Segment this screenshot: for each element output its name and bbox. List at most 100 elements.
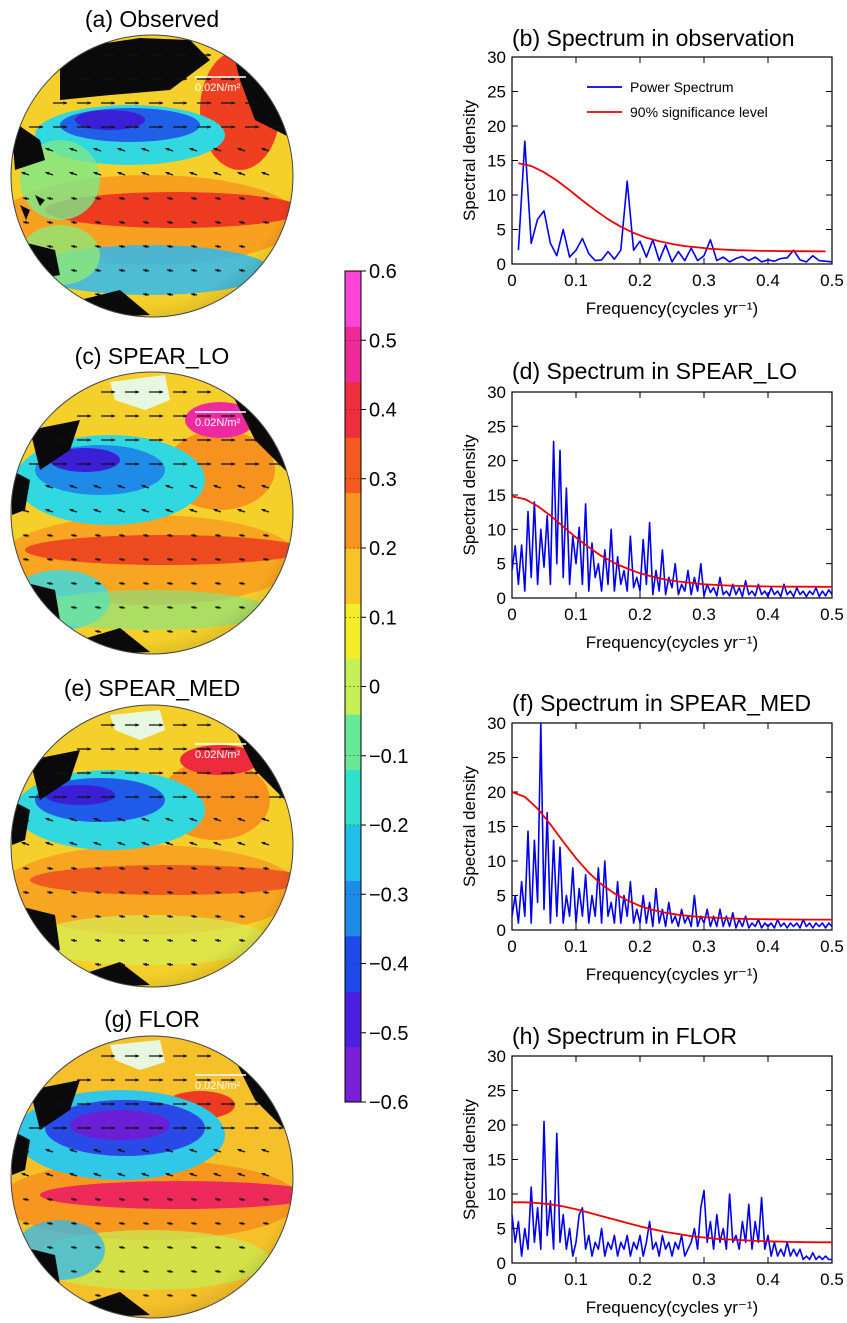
wind-arrow-head bbox=[239, 244, 243, 249]
wind-arrow-head bbox=[231, 438, 235, 442]
reference-arrow-label: 0.02N/m² bbox=[195, 417, 241, 429]
wind-arrow-head bbox=[111, 77, 115, 81]
wind-arrow-head bbox=[143, 605, 147, 610]
wind-arrow-head bbox=[239, 605, 243, 610]
y-tick-label: 15 bbox=[487, 152, 506, 171]
wind-arrow-head bbox=[263, 890, 267, 895]
wind-arrow-head bbox=[159, 771, 163, 775]
wind-arrow-head bbox=[95, 629, 99, 634]
wind-arrow-head bbox=[45, 508, 50, 513]
map-observed: (a) Observed bbox=[10, 6, 294, 318]
wind-arrow-head bbox=[141, 817, 146, 822]
wind-arrow-head bbox=[69, 508, 74, 513]
wind-arrow-head bbox=[143, 1197, 147, 1202]
wind-arrow-head bbox=[23, 557, 27, 562]
wind-arrow-head bbox=[191, 914, 195, 919]
wind-arrow-head bbox=[261, 841, 266, 846]
wind-arrow-head bbox=[143, 1221, 147, 1226]
wind-arrow-head bbox=[191, 557, 195, 562]
wind-arrow-head bbox=[263, 533, 267, 538]
wind-arrow-head bbox=[165, 484, 170, 489]
wind-arrow-head bbox=[215, 890, 219, 895]
x-tick-label: 0.5 bbox=[820, 605, 844, 624]
wind-arrow-head bbox=[63, 438, 67, 442]
wind-arrow-head bbox=[93, 508, 98, 513]
wind-arrow-head bbox=[159, 1078, 163, 1082]
wind-arrow-head bbox=[47, 244, 51, 249]
wind-arrow-head bbox=[93, 147, 98, 152]
wind-arrow-head bbox=[95, 605, 99, 610]
wind-arrow-head bbox=[119, 629, 123, 634]
wind-arrow-head bbox=[167, 962, 171, 967]
y-tick-label: 0 bbox=[497, 589, 506, 608]
colorbar-tick-label: 0.2 bbox=[369, 538, 397, 560]
wind-arrow-head bbox=[165, 508, 170, 513]
wind-arrow-head bbox=[159, 462, 163, 466]
wind-arrow-head bbox=[93, 1148, 98, 1153]
colorbar-swatch bbox=[345, 492, 361, 549]
wind-arrow-head bbox=[143, 292, 147, 297]
wind-arrow-head bbox=[119, 890, 123, 895]
wind-arrow-head bbox=[135, 390, 139, 394]
wind-arrow-head bbox=[95, 1197, 99, 1202]
wind-arrow-head bbox=[191, 1245, 195, 1250]
wind-arrow-head bbox=[95, 1221, 99, 1226]
wind-arrow-head bbox=[159, 1102, 163, 1106]
wind-arrow-head bbox=[215, 244, 219, 249]
wind-arrow-head bbox=[213, 1172, 218, 1177]
wind-arrow-head bbox=[167, 866, 171, 871]
wind-arrow-head bbox=[237, 147, 242, 152]
wind-arrow-head bbox=[231, 462, 235, 466]
wind-arrow-head bbox=[87, 771, 91, 775]
wind-arrow-head bbox=[167, 292, 171, 297]
legend-entry: 90% significance level bbox=[630, 104, 768, 120]
wind-arrow-head bbox=[143, 268, 147, 273]
wind-arrow-head bbox=[239, 1197, 243, 1202]
colorbar-swatch bbox=[345, 326, 361, 383]
y-tick-label: 30 bbox=[487, 383, 506, 402]
wind-arrow-head bbox=[135, 414, 139, 418]
wind-arrow-head bbox=[159, 723, 163, 727]
x-tick-label: 0.1 bbox=[564, 1270, 588, 1289]
map-title: (e) SPEAR_MED bbox=[64, 675, 240, 701]
wind-arrow-head bbox=[159, 747, 163, 751]
wind-arrow-head bbox=[263, 1221, 267, 1226]
wind-arrow-head bbox=[63, 125, 67, 129]
wind-arrow-head bbox=[231, 77, 235, 81]
wind-arrow-head bbox=[71, 533, 75, 538]
plot-area bbox=[511, 722, 833, 931]
wind-arrow-head bbox=[165, 817, 170, 822]
wind-arrow-head bbox=[71, 938, 75, 943]
wind-arrow-head bbox=[135, 771, 139, 775]
wind-arrow-head bbox=[191, 962, 195, 967]
wind-arrow-head bbox=[231, 1078, 235, 1082]
wind-arrow-head bbox=[255, 438, 259, 442]
wind-arrow-head bbox=[111, 53, 115, 57]
wind-arrow-head bbox=[87, 438, 91, 442]
wind-arrow-head bbox=[159, 53, 163, 57]
wind-arrow-head bbox=[215, 220, 219, 225]
wind-arrow-head bbox=[213, 484, 218, 489]
wind-arrow-head bbox=[261, 484, 266, 489]
colorbar-tick-label: 0.6 bbox=[369, 261, 397, 283]
wind-arrow-head bbox=[135, 438, 139, 442]
wind-arrow-head bbox=[239, 268, 243, 273]
wind-arrow-head bbox=[39, 125, 43, 129]
colorbar-tick-label: −0.3 bbox=[369, 884, 408, 906]
wind-arrow-head bbox=[21, 817, 26, 822]
wind-arrow-head bbox=[135, 101, 139, 105]
x-tick-label: 0.1 bbox=[564, 271, 588, 290]
wind-arrow-head bbox=[143, 1293, 147, 1298]
map-flor: (g) FLOR 0.02 bbox=[10, 1006, 294, 1319]
x-tick-label: 0.5 bbox=[820, 937, 844, 956]
wind-arrow-head bbox=[215, 914, 219, 919]
wind-arrow-head bbox=[215, 1197, 219, 1202]
spectrum-chart: (b) Spectrum in observation 0 5 10 15 20 25 30 0… bbox=[460, 25, 844, 318]
wind-arrow-head bbox=[23, 196, 27, 201]
wind-arrow-head bbox=[213, 841, 218, 846]
map-title: (c) SPEAR_LO bbox=[75, 343, 230, 369]
wind-arrow-head bbox=[117, 1148, 122, 1153]
wind-arrow-head bbox=[141, 841, 146, 846]
wind-arrow-head bbox=[111, 1102, 115, 1106]
wind-arrow-head bbox=[93, 1172, 98, 1177]
